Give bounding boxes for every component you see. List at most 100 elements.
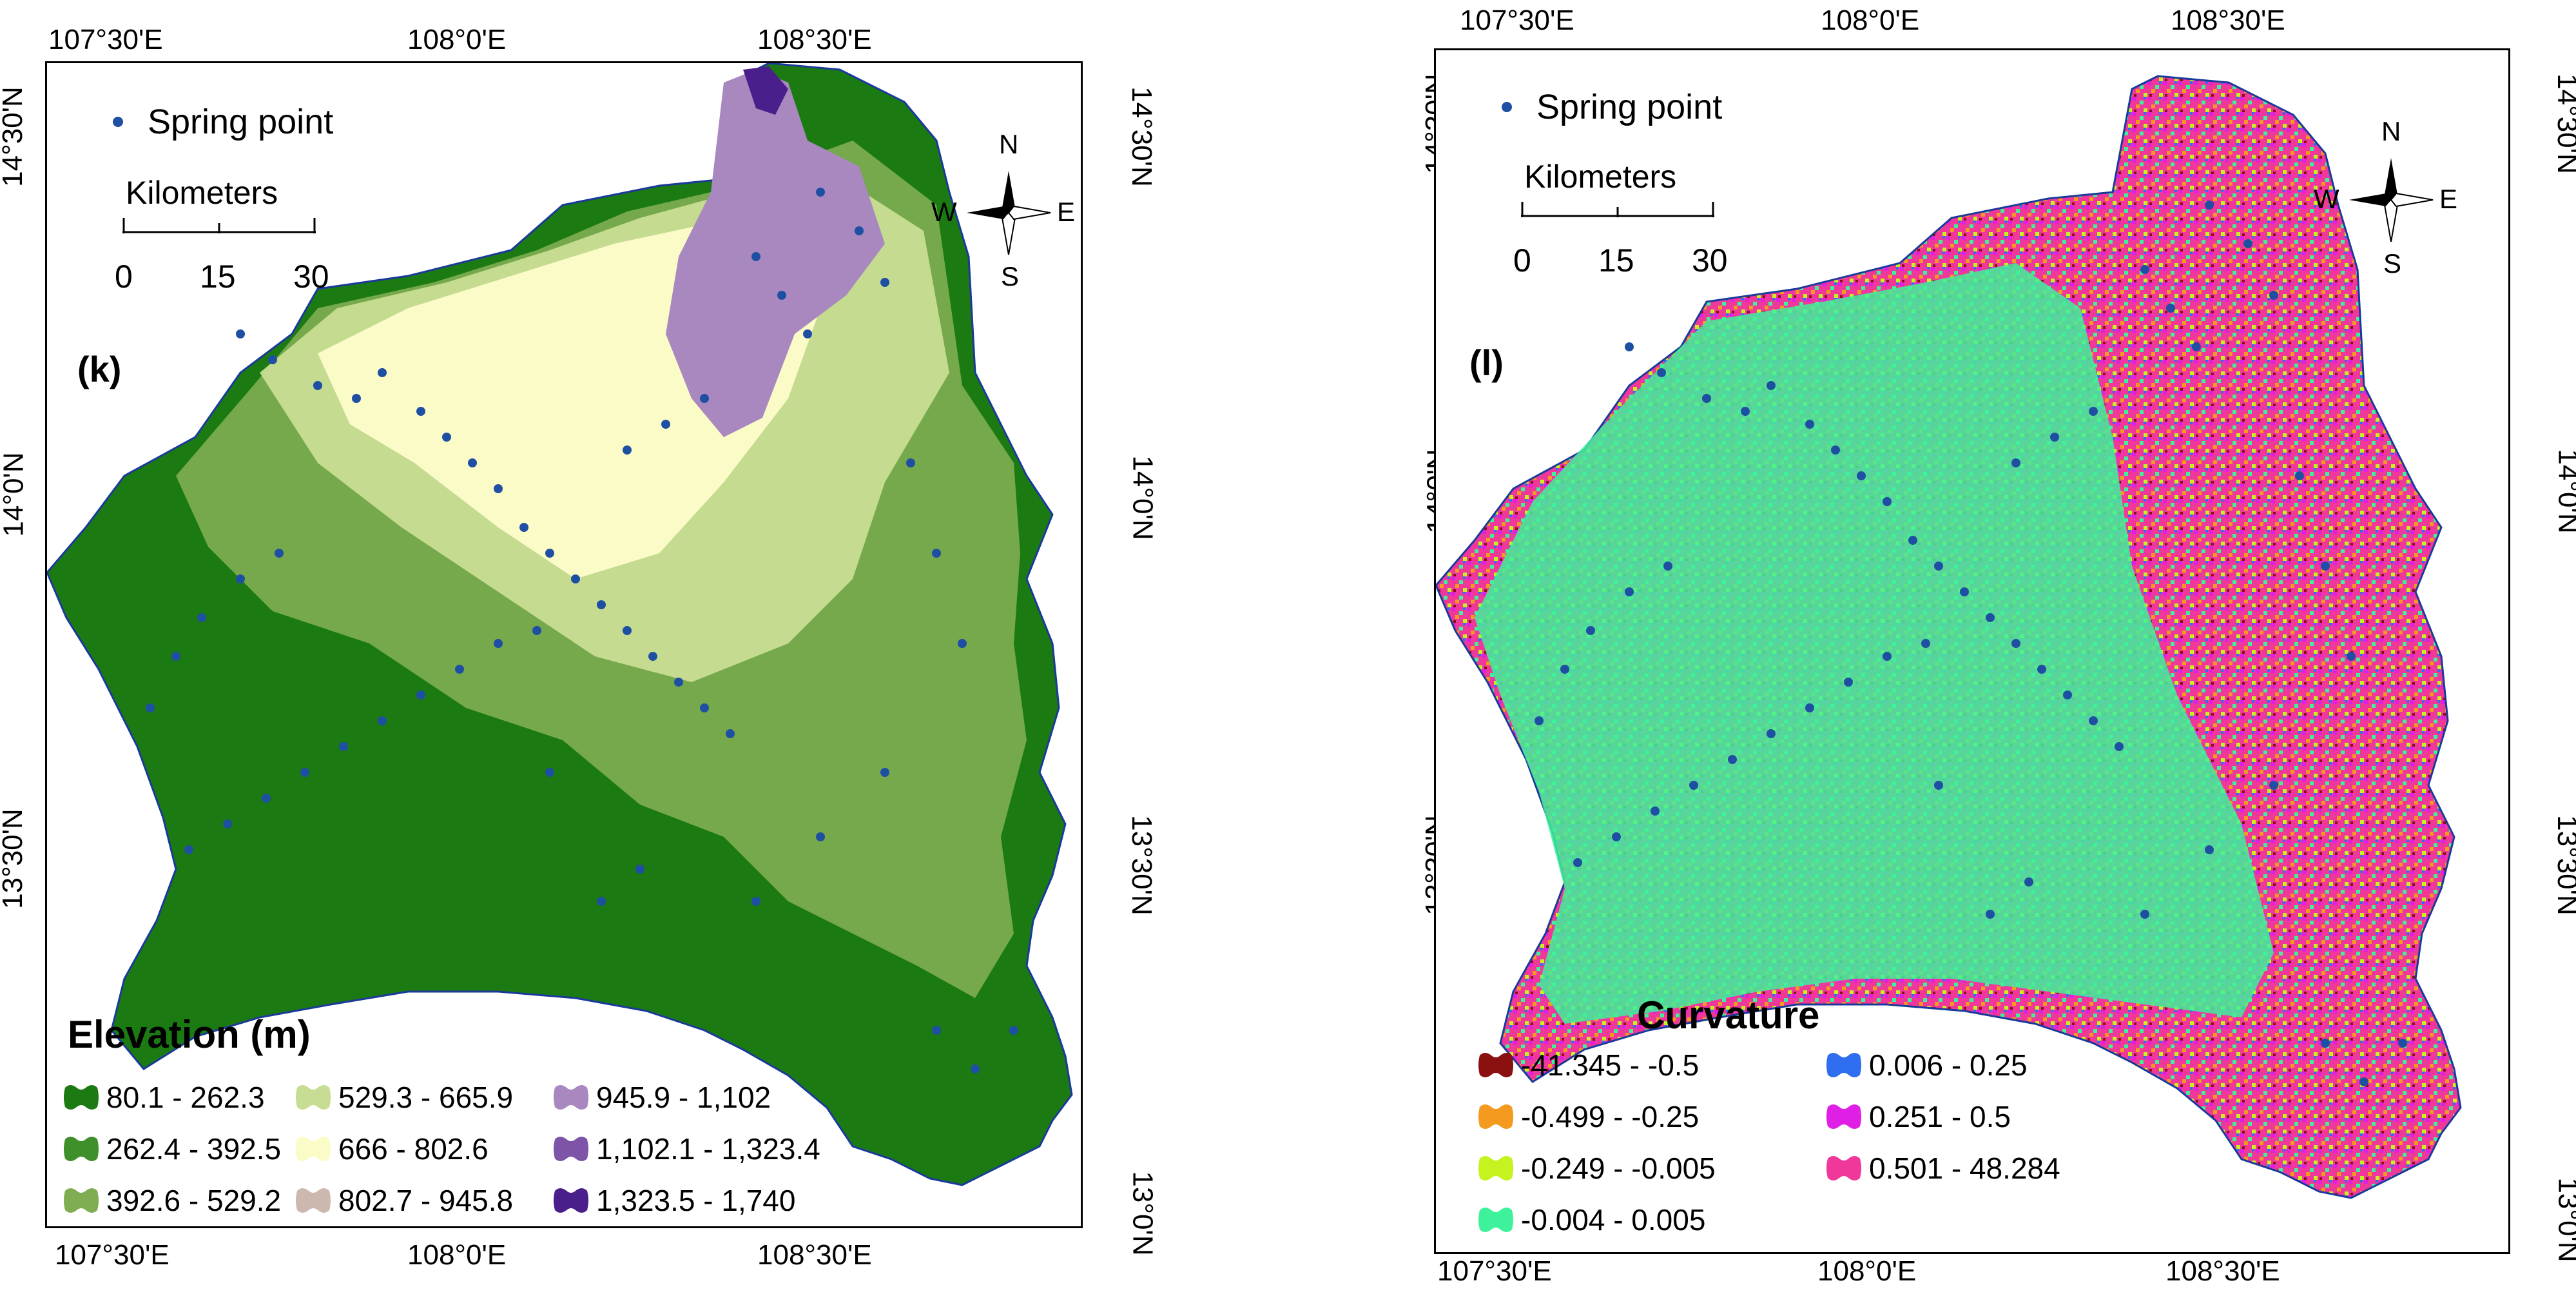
lon-label-bottom-2: 108°0'E — [407, 1239, 507, 1271]
curvature-legend-swatch — [1824, 1152, 1864, 1184]
compass-east-label: E — [2439, 184, 2458, 214]
curvature-legend-item: -0.499 - -0.25 — [1476, 1099, 1699, 1134]
curvature-flat-zone — [1475, 263, 2274, 1024]
curvature-legend-label: -0.004 - 0.005 — [1521, 1203, 1706, 1237]
curvature-legend-swatch — [1476, 1049, 1516, 1081]
elevation-legend-label: 392.6 - 529.2 — [106, 1184, 282, 1217]
scalebar-tick-15: 15 — [200, 259, 236, 295]
lat-label-right-2: 14°0'N — [1127, 455, 1159, 540]
lat-label-right-2: 14°0'N — [2552, 449, 2576, 534]
compass-north-label: N — [2381, 116, 2401, 146]
spring-point-legend: Spring point — [1502, 87, 1722, 127]
lat-label-right-3: 13°30'N — [1125, 815, 1157, 916]
elevation-legend-label: 80.1 - 262.3 — [106, 1081, 265, 1114]
elevation-legend-item: 1,323.5 - 1,740 — [551, 1183, 795, 1218]
scalebar-tick-30: 30 — [1692, 242, 1728, 279]
elevation-legend-swatch — [551, 1081, 591, 1113]
lon-label-top-2: 108°0'E — [1821, 5, 1920, 36]
curvature-legend-label: 0.251 - 0.5 — [1869, 1100, 2011, 1133]
elevation-legend-label: 262.4 - 392.5 — [106, 1132, 282, 1166]
lon-label-bottom-1: 107°30'E — [1437, 1255, 1552, 1287]
curvature-map-frame — [1434, 48, 2510, 1254]
elevation-legend-swatch — [551, 1133, 591, 1165]
compass-west-label: W — [931, 197, 957, 227]
north-arrow-compass: N W E S — [928, 122, 1076, 303]
curvature-map-svg — [1436, 75, 2462, 1199]
spring-points-right — [1535, 201, 2407, 1086]
elevation-legend-item: 802.7 - 945.8 — [293, 1183, 513, 1218]
spring-point-legend-label: Spring point — [148, 103, 334, 141]
lon-label-top-3: 108°30'E — [2171, 5, 2285, 36]
curvature-legend-label: -0.249 - -0.005 — [1521, 1151, 1716, 1185]
elevation-legend-swatch — [551, 1184, 591, 1217]
elevation-legend-swatch — [293, 1184, 333, 1217]
elevation-legend-label: 1,102.1 - 1,323.4 — [596, 1132, 820, 1166]
elevation-legend-item: 80.1 - 262.3 — [61, 1080, 265, 1115]
compass-star-icon — [2349, 158, 2434, 242]
lon-label-bottom-3: 108°30'E — [757, 1239, 872, 1271]
elevation-legend-item: 666 - 802.6 — [293, 1132, 489, 1166]
scalebar-title: Kilometers — [126, 175, 278, 211]
elevation-legend-swatch — [61, 1133, 101, 1165]
lat-label-right-4: 13°0'N — [1127, 1171, 1159, 1256]
compass-south-label: S — [2383, 248, 2402, 279]
compass-west-label: W — [2314, 184, 2339, 214]
curvature-legend-swatch — [1476, 1101, 1516, 1133]
elevation-legend-item: 529.3 - 665.9 — [293, 1080, 513, 1115]
elevation-map-frame — [45, 61, 1083, 1228]
scalebar-tick-15: 15 — [1598, 242, 1634, 279]
curvature-legend-item: 0.501 - 48.284 — [1824, 1151, 2060, 1186]
curvature-legend-item: -41.345 - -0.5 — [1476, 1048, 1699, 1083]
scalebar-tick-0: 0 — [115, 259, 133, 295]
lon-label-bottom-2: 108°0'E — [1817, 1255, 1917, 1287]
lat-label-right-4: 13°0'N — [2552, 1177, 2576, 1262]
elevation-legend-swatch — [61, 1184, 101, 1217]
curvature-legend-swatch — [1824, 1049, 1864, 1081]
elevation-map-svg — [47, 63, 1073, 1186]
scalebar-title: Kilometers — [1524, 159, 1677, 195]
curvature-legend-item: 0.006 - 0.25 — [1824, 1048, 2028, 1083]
curvature-legend-label: 0.501 - 48.284 — [1869, 1151, 2060, 1185]
curvature-legend-swatch — [1824, 1101, 1864, 1133]
elevation-legend-item: 392.6 - 529.2 — [61, 1183, 281, 1218]
elevation-legend-swatch — [293, 1081, 333, 1113]
elevation-map-panel: 107°30'E 108°0'E 108°30'E 107°30'E 108°0… — [0, 0, 1283, 1303]
scalebar-line — [1521, 202, 1714, 217]
lat-label-left-3: 13°30'N — [0, 808, 28, 909]
compass-east-label: E — [1057, 197, 1076, 227]
scalebar: Kilometers 0 15 30 — [1502, 158, 1759, 287]
elevation-legend-item: 1,102.1 - 1,323.4 — [551, 1132, 820, 1166]
spring-point-legend: Spring point — [113, 102, 333, 142]
elevation-legend-item: 945.9 - 1,102 — [551, 1080, 771, 1115]
spring-point-dot-icon — [113, 117, 123, 127]
elevation-legend-item: 262.4 - 392.5 — [61, 1132, 281, 1166]
panel-label-k: (k) — [77, 349, 122, 389]
elevation-zone-peak — [666, 70, 885, 437]
lon-label-top-3: 108°30'E — [757, 24, 872, 55]
curvature-legend-item: 0.251 - 0.5 — [1824, 1099, 2011, 1134]
lon-label-top-2: 108°0'E — [407, 24, 507, 55]
curvature-legend-swatch — [1476, 1204, 1516, 1236]
compass-star-icon — [967, 171, 1051, 255]
curvature-legend-label: 0.006 - 0.25 — [1869, 1048, 2028, 1082]
elevation-legend-label: 666 - 802.6 — [338, 1132, 489, 1166]
lat-label-left-2: 14°0'N — [0, 452, 30, 537]
curvature-map-panel: 107°30'E 108°0'E 108°30'E 107°30'E 108°0… — [1321, 0, 2576, 1303]
lat-label-left-1: 14°30'N — [0, 86, 28, 187]
panel-label-l: (l) — [1469, 342, 1504, 383]
curvature-legend-label: -41.345 - -0.5 — [1521, 1048, 1700, 1082]
curvature-legend-swatch — [1476, 1152, 1516, 1184]
lat-label-right-3: 13°30'N — [2551, 815, 2576, 916]
lon-label-top-1: 107°30'E — [1460, 5, 1574, 36]
elevation-legend-label: 802.7 - 945.8 — [338, 1184, 514, 1217]
curvature-legend-title: Curvature — [1637, 994, 1820, 1037]
lon-label-top-1: 107°30'E — [48, 24, 163, 55]
elevation-legend-label: 1,323.5 - 1,740 — [596, 1184, 796, 1217]
elevation-legend-label: 945.9 - 1,102 — [596, 1081, 771, 1114]
elevation-legend-title: Elevation (m) — [68, 1013, 311, 1056]
elevation-legend-label: 529.3 - 665.9 — [338, 1081, 514, 1114]
curvature-legend-item: -0.004 - 0.005 — [1476, 1202, 1705, 1237]
scalebar-tick-0: 0 — [1513, 242, 1531, 279]
lon-label-bottom-1: 107°30'E — [55, 1239, 169, 1271]
elevation-zone-summit — [743, 66, 788, 115]
